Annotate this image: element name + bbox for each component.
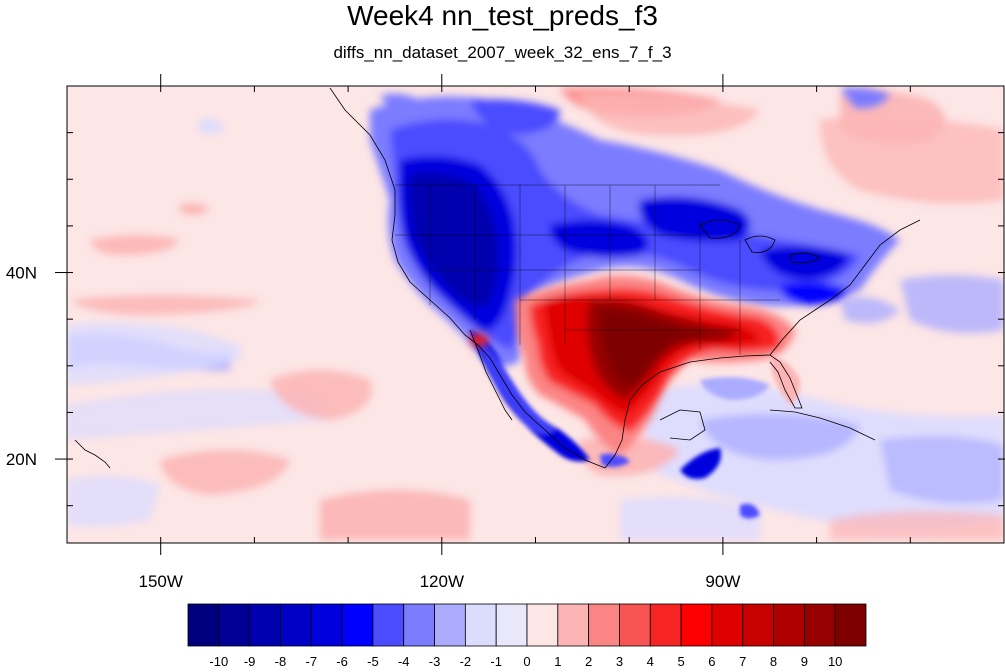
colorbar-swatch bbox=[434, 603, 466, 647]
colorbar-swatch bbox=[680, 603, 713, 647]
colorbar-swatch bbox=[526, 603, 559, 647]
colorbar-swatch bbox=[218, 603, 251, 647]
colorbar-swatch bbox=[742, 603, 774, 647]
coastlines bbox=[74, 87, 921, 469]
colorbar-label: -9 bbox=[244, 654, 256, 669]
colorbar-label: -6 bbox=[336, 654, 348, 669]
colorbar-label: -8 bbox=[275, 654, 287, 669]
colorbar-label: 5 bbox=[677, 654, 684, 669]
colorbar bbox=[187, 603, 867, 647]
colorbar-label: 10 bbox=[828, 654, 842, 669]
state-borders bbox=[395, 184, 780, 355]
colorbar-swatch bbox=[803, 603, 836, 647]
x-tick-label: 120W bbox=[420, 572, 464, 591]
colorbar-swatch bbox=[187, 603, 220, 647]
colorbar-swatch bbox=[773, 603, 805, 647]
y-tick-label: 40N bbox=[6, 264, 37, 283]
colorbar-label: 8 bbox=[770, 654, 777, 669]
colorbar-label: -1 bbox=[490, 654, 502, 669]
colorbar-swatch bbox=[341, 603, 374, 647]
colorbar-swatch bbox=[495, 603, 528, 647]
x-tick-label: 90W bbox=[705, 572, 740, 591]
colorbar-label: 2 bbox=[585, 654, 592, 669]
colorbar-swatch bbox=[834, 603, 867, 647]
colorbar-label: 3 bbox=[616, 654, 623, 669]
colorbar-label: 7 bbox=[739, 654, 746, 669]
colorbar-label: -4 bbox=[398, 654, 410, 669]
axis-ticks bbox=[55, 74, 1005, 555]
colorbar-label: -2 bbox=[460, 654, 472, 669]
colorbar-label: 9 bbox=[801, 654, 808, 669]
colorbar-label: -7 bbox=[305, 654, 317, 669]
x-tick-label: 150W bbox=[138, 572, 182, 591]
map-subtitle: diffs_nn_dataset_2007_week_32_ens_7_f_3 bbox=[333, 43, 672, 62]
colorbar-swatch bbox=[711, 603, 744, 647]
colorbar-swatch bbox=[588, 603, 620, 647]
colorbar-swatch bbox=[310, 603, 343, 647]
y-tick-label: 20N bbox=[6, 450, 37, 469]
colorbar-label: -5 bbox=[367, 654, 379, 669]
colorbar-labels: -10 -9 -8 -7 -6 -5 -4 -3 -2 -1 0 1 2 3 4 5 6 7 8 9 10 bbox=[209, 654, 842, 669]
colorbar-label: -3 bbox=[429, 654, 441, 669]
axis-labels: 150W 120W 90W 20N 40N bbox=[6, 264, 741, 591]
colorbar-swatch bbox=[649, 603, 682, 647]
colorbar-label: -10 bbox=[209, 654, 228, 669]
colorbar-swatch bbox=[280, 603, 312, 647]
colorbar-label: 1 bbox=[554, 654, 561, 669]
colorbar-swatch bbox=[557, 603, 590, 647]
colorbar-swatch bbox=[403, 603, 435, 647]
colorbar-label: 0 bbox=[523, 654, 530, 669]
colorbar-label: 6 bbox=[708, 654, 715, 669]
colorbar-swatch bbox=[464, 603, 497, 647]
anomaly-field bbox=[67, 86, 1004, 543]
colorbar-swatch bbox=[619, 603, 651, 647]
colorbar-swatch bbox=[249, 603, 281, 647]
map-title: Week4 nn_test_preds_f3 bbox=[347, 0, 658, 31]
colorbar-swatch bbox=[372, 603, 405, 647]
colorbar-label: 4 bbox=[647, 654, 654, 669]
